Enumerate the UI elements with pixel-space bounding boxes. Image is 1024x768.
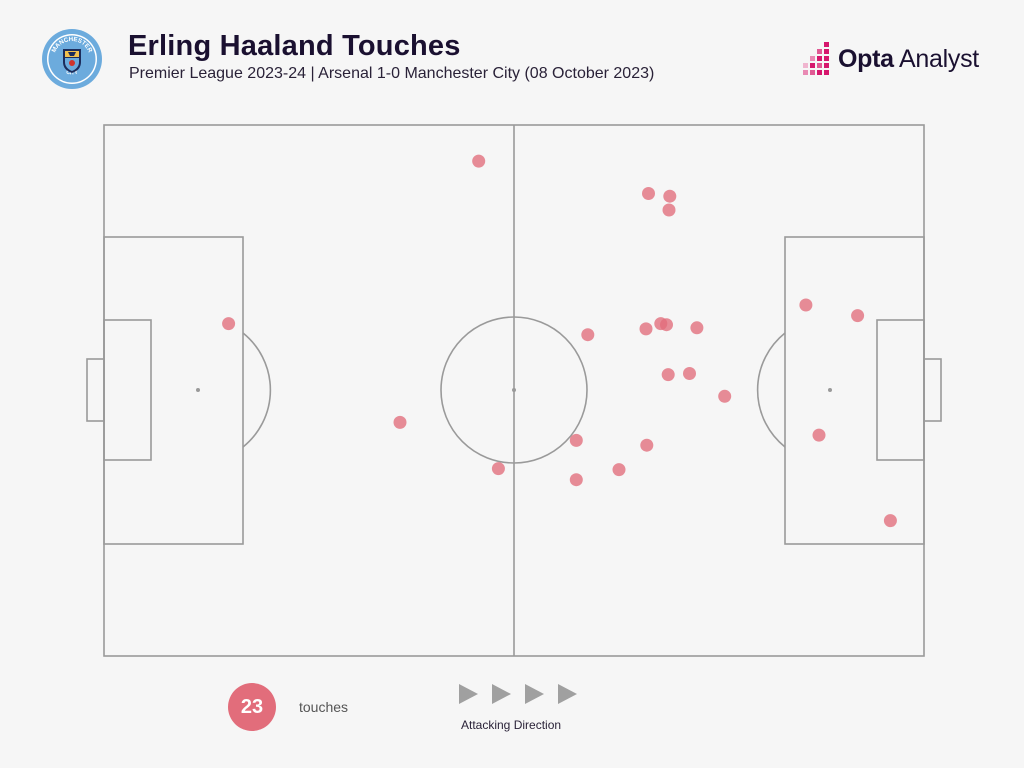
touch-point [660,318,673,332]
touch-point [718,389,732,403]
touch-point [640,438,654,452]
attacking-direction-label: Attacking Direction [461,718,562,732]
touch-point [491,462,505,476]
touch-point [639,322,653,336]
touch-point [393,415,407,429]
right-goal [923,358,942,422]
touch-point [663,189,677,203]
centre-circle [440,316,588,464]
left-penalty-arc [242,332,272,448]
touch-count-badge: 23 [228,683,276,731]
touch-point [612,463,626,477]
left-goal [86,358,105,422]
touch-point [799,298,813,312]
right-penalty-area [784,236,925,545]
manchester-city-crest-icon: MANCHESTER CITY [42,29,102,89]
brand-name: Opta Analyst [838,45,979,74]
right-six-yard-box [876,319,925,461]
touch-point [569,433,583,447]
touch-point [883,514,897,528]
touch-point [222,317,236,331]
touch-point [662,203,676,217]
pitch-markings [86,124,942,657]
chart-subtitle: Premier League 2023-24 | Arsenal 1-0 Man… [129,65,655,82]
play-arrow-icon [525,684,544,704]
right-penalty-arc [756,332,786,448]
centre-spot [512,388,516,392]
left-six-yard-box [103,319,152,461]
chart-title: Erling Haaland Touches [128,30,461,62]
play-arrow-icon [459,684,478,704]
touch-point [683,367,696,380]
touch-point [581,328,595,342]
opta-analyst-logo-icon [803,42,829,75]
right-penalty-spot [828,388,832,392]
play-arrow-icon [492,684,511,704]
left-penalty-area [103,236,244,545]
opta-analyst-logo: Opta Analyst [798,40,988,76]
touch-points [222,154,897,528]
pitch-chart [86,124,942,657]
touch-point [569,473,583,487]
play-arrow-icon [558,684,577,704]
touch-point [851,309,865,323]
brand-bold: Opta [838,45,894,73]
touch-point [812,428,826,442]
attacking-direction-arrows [459,684,577,704]
touch-point [690,321,704,335]
touch-point [642,187,655,200]
touch-count-label: touches [299,699,349,715]
touch-point [661,368,675,382]
left-penalty-spot [196,388,200,392]
touch-point [472,154,486,168]
brand-regular: Analyst [899,45,979,73]
